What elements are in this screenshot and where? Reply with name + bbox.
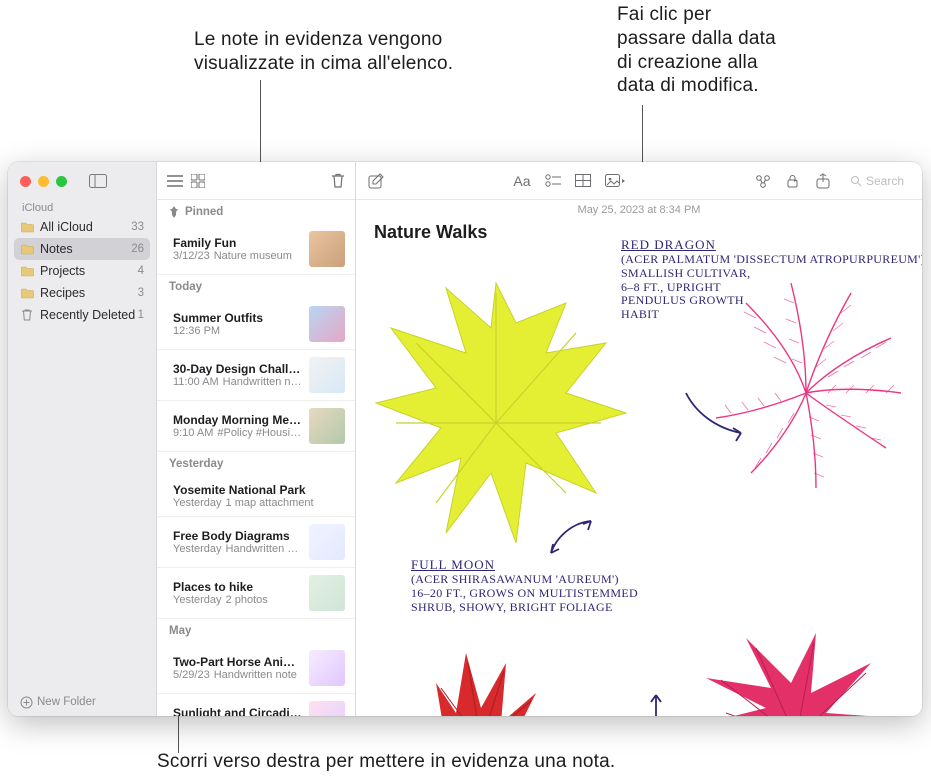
note-thumbnail <box>309 524 345 560</box>
sidebar-item-label: Projects <box>40 264 138 278</box>
window-controls <box>8 162 156 200</box>
table-icon[interactable] <box>575 174 591 187</box>
note-meta: 3/12/23Nature museum <box>173 250 303 262</box>
note-title: Free Body Diagrams <box>173 529 303 543</box>
note-row[interactable]: 30-Day Design Challen…11:00 AMHandwritte… <box>157 350 355 401</box>
note-meta: YesterdayHandwritten note <box>173 543 303 555</box>
search-field[interactable]: Search <box>844 172 910 190</box>
lock-icon[interactable] <box>786 173 802 189</box>
note-date[interactable]: May 25, 2023 at 8:34 PM <box>356 200 922 218</box>
folder-icon <box>20 288 34 299</box>
sidebar-item-projects[interactable]: Projects4 <box>14 260 150 282</box>
compose-icon[interactable] <box>368 173 384 189</box>
note-thumbnail <box>309 701 345 716</box>
note-title: Summer Outfits <box>173 311 303 325</box>
note-meta: 5/29/23Handwritten note <box>173 669 303 681</box>
note-thumbnail <box>309 408 345 444</box>
sidebar-item-recently-deleted[interactable]: Recently Deleted1 <box>14 304 150 326</box>
folder-icon <box>20 244 34 255</box>
note-thumbnail <box>309 357 345 393</box>
note-row[interactable]: Places to hikeYesterday2 photos <box>157 568 355 619</box>
new-folder-button[interactable]: New Folder <box>8 688 156 716</box>
callout-line <box>178 715 179 753</box>
notes-list-pane: PinnedFamily Fun3/12/23Nature museumToda… <box>156 162 356 716</box>
note-meta: 11:00 AMHandwritten note <box>173 376 303 388</box>
sidebar-item-label: Recently Deleted <box>40 308 138 322</box>
format-text-icon[interactable]: Aa <box>513 173 530 189</box>
zoom-dot[interactable] <box>56 176 67 187</box>
note-row[interactable]: Sunlight and Circadian…5/29/23#school #p… <box>157 694 355 716</box>
list-section-header: May <box>157 619 355 643</box>
note-meta: 9:10 AM#Policy #Housing… <box>173 427 303 439</box>
note-title: Two-Part Horse Anima… <box>173 655 303 669</box>
search-icon <box>850 175 862 187</box>
sidebar: iCloud All iCloud33Notes26Projects4Recip… <box>8 162 156 716</box>
checklist-icon[interactable] <box>545 174 561 188</box>
note-row[interactable]: Summer Outfits12:36 PM <box>157 299 355 350</box>
note-thumbnail <box>309 306 345 342</box>
sidebar-item-all-icloud[interactable]: All iCloud33 <box>14 216 150 238</box>
note-title: Family Fun <box>173 236 303 250</box>
note-title: Places to hike <box>173 580 303 594</box>
list-toolbar <box>157 162 355 200</box>
list-section-header: Yesterday <box>157 452 355 476</box>
traffic-lights[interactable] <box>20 176 67 187</box>
note-title: Monday Morning Meeting <box>173 413 303 427</box>
note-meta: 12:36 PM <box>173 325 303 337</box>
sidebar-item-count: 4 <box>138 265 144 277</box>
note-row[interactable]: Free Body DiagramsYesterdayHandwritten n… <box>157 517 355 568</box>
notes-list[interactable]: PinnedFamily Fun3/12/23Nature museumToda… <box>157 200 355 716</box>
sidebar-item-label: Notes <box>40 242 131 256</box>
note-title: 30-Day Design Challen… <box>173 362 303 376</box>
note-row[interactable]: Yosemite National ParkYesterday1 map att… <box>157 476 355 517</box>
new-folder-label: New Folder <box>37 696 96 708</box>
sidebar-item-count: 3 <box>138 287 144 299</box>
trash-icon[interactable] <box>331 173 345 189</box>
link-icon[interactable] <box>754 174 772 188</box>
sidebar-item-count: 33 <box>131 221 144 233</box>
note-thumbnail <box>309 231 345 267</box>
list-section-header: Pinned <box>157 200 355 224</box>
editor-toolbar: Aa <box>356 162 922 200</box>
notes-window: iCloud All iCloud33Notes26Projects4Recip… <box>8 162 922 716</box>
sidebar-item-count: 1 <box>138 309 144 321</box>
sidebar-toggle-icon[interactable] <box>89 174 107 188</box>
callout-swipe: Scorri verso destra per mettere in evide… <box>157 750 615 774</box>
sidebar-item-label: All iCloud <box>40 220 131 234</box>
note-thumbnail <box>309 575 345 611</box>
note-title: Sunlight and Circadian… <box>173 706 303 716</box>
list-section-header: Today <box>157 275 355 299</box>
sidebar-item-count: 26 <box>131 243 144 255</box>
sidebar-item-recipes[interactable]: Recipes3 <box>14 282 150 304</box>
note-row[interactable]: Family Fun3/12/23Nature museum <box>157 224 355 275</box>
note-thumbnail <box>309 650 345 686</box>
note-body[interactable]: Nature Walks RED DRAGON (ACER PALMATUM '… <box>356 218 922 716</box>
folder-icon <box>20 266 34 277</box>
sidebar-list: All iCloud33Notes26Projects4Recipes3Rece… <box>8 214 156 688</box>
search-placeholder: Search <box>866 174 904 188</box>
plus-circle-icon <box>20 696 33 709</box>
note-drawing <box>356 243 916 716</box>
close-dot[interactable] <box>20 176 31 187</box>
sidebar-item-notes[interactable]: Notes26 <box>14 238 150 260</box>
minimize-dot[interactable] <box>38 176 49 187</box>
folder-icon <box>20 222 34 233</box>
sidebar-section-label: iCloud <box>8 200 156 214</box>
grid-view-icon[interactable] <box>191 174 205 188</box>
trash-icon <box>20 309 34 322</box>
editor-pane: Aa <box>356 162 922 716</box>
callout-date: Fai clic perpassare dalla datadi creazio… <box>617 3 917 98</box>
share-icon[interactable] <box>816 173 830 189</box>
callout-pinned: Le note in evidenza vengonovisualizzate … <box>194 28 514 76</box>
note-meta: Yesterday2 photos <box>173 594 303 606</box>
sidebar-item-label: Recipes <box>40 286 138 300</box>
list-view-icon[interactable] <box>167 175 183 187</box>
note-row[interactable]: Monday Morning Meeting9:10 AM#Policy #Ho… <box>157 401 355 452</box>
note-meta: Yesterday1 map attachment <box>173 497 345 509</box>
media-icon[interactable] <box>605 174 625 188</box>
note-row[interactable]: Two-Part Horse Anima…5/29/23Handwritten … <box>157 643 355 694</box>
note-title: Yosemite National Park <box>173 483 345 497</box>
pin-icon <box>169 206 179 218</box>
